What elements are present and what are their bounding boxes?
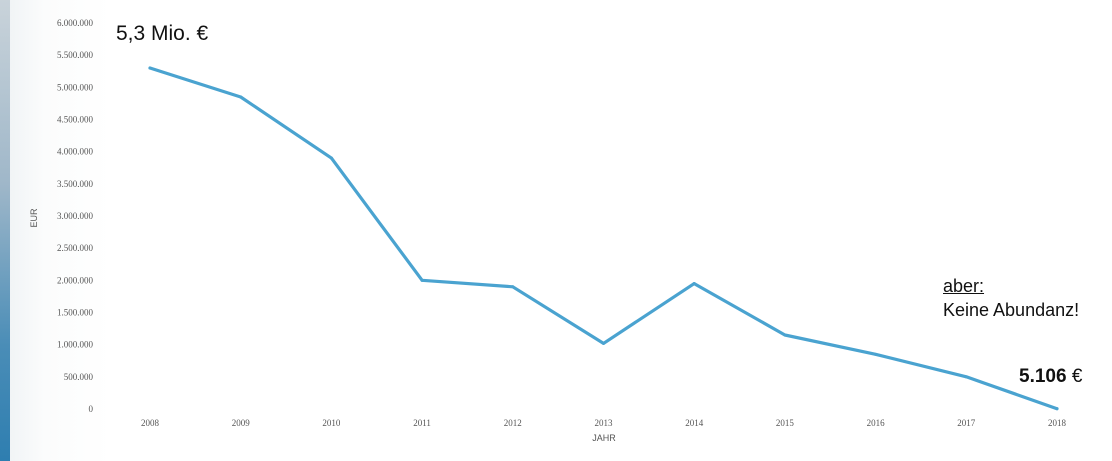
x-tick-label: 2009	[232, 418, 251, 428]
end-value-number: 5.106	[1019, 366, 1067, 387]
data-point	[511, 285, 515, 289]
slide-edge-strip	[0, 0, 10, 461]
data-point	[964, 375, 968, 379]
end-value-annotation: 5.106 €	[1019, 366, 1082, 388]
x-tick-label: 2010	[322, 418, 341, 428]
data-point	[329, 156, 333, 160]
start-value-annotation: 5,3 Mio. €	[116, 22, 209, 45]
y-tick-label: 0	[89, 404, 94, 414]
y-axis-title: EUR	[29, 208, 39, 228]
x-tick-label: 2013	[595, 418, 614, 428]
x-tick-label: 2017	[957, 418, 976, 428]
x-tick-label: 2016	[867, 418, 886, 428]
y-tick-label: 3.000.000	[57, 211, 94, 221]
x-tick-label: 2012	[504, 418, 522, 428]
x-tick-label: 2018	[1048, 418, 1067, 428]
y-tick-label: 5.000.000	[57, 82, 94, 92]
data-point	[602, 341, 605, 345]
x-axis-ticks: 2008 2009 2010 2011 2012 2013 2014 2015 2016 2017…	[141, 418, 1067, 428]
x-tick-label: 2011	[413, 418, 431, 428]
y-tick-label: 3.500.000	[57, 179, 94, 189]
y-tick-label: 6.000.000	[57, 18, 94, 28]
data-point	[1055, 407, 1059, 411]
data-point	[239, 95, 243, 99]
data-point	[148, 66, 152, 70]
y-tick-label: 1.500.000	[57, 308, 94, 318]
data-point	[420, 278, 424, 282]
series-layer	[148, 66, 1059, 411]
data-point	[783, 333, 787, 337]
data-point	[874, 352, 878, 356]
y-tick-label: 4.000.000	[57, 147, 94, 157]
x-tick-label: 2015	[776, 418, 795, 428]
aber-annotation: aber:	[943, 276, 985, 296]
end-value-unit: €	[1066, 366, 1083, 387]
x-tick-label: 2014	[685, 418, 704, 428]
series-line	[148, 66, 1059, 411]
y-tick-label: 1.000.000	[57, 340, 94, 350]
y-tick-label: 2.500.000	[57, 243, 94, 253]
keine-abundanz-annotation: Keine Abundanz!	[943, 300, 1080, 320]
y-tick-label: 5.500.000	[57, 50, 94, 60]
y-tick-label: 2.000.000	[57, 275, 94, 285]
data-point	[692, 282, 696, 286]
x-axis-title: JAHR	[592, 433, 616, 443]
y-tick-label: 4.500.000	[57, 115, 94, 125]
x-tick-label: 2008	[141, 418, 160, 428]
y-tick-label: 500.000	[64, 372, 94, 382]
y-axis-ticks: 0 500.000 1.000.000 1.500.000 2.000.000 2.500…	[57, 18, 94, 414]
